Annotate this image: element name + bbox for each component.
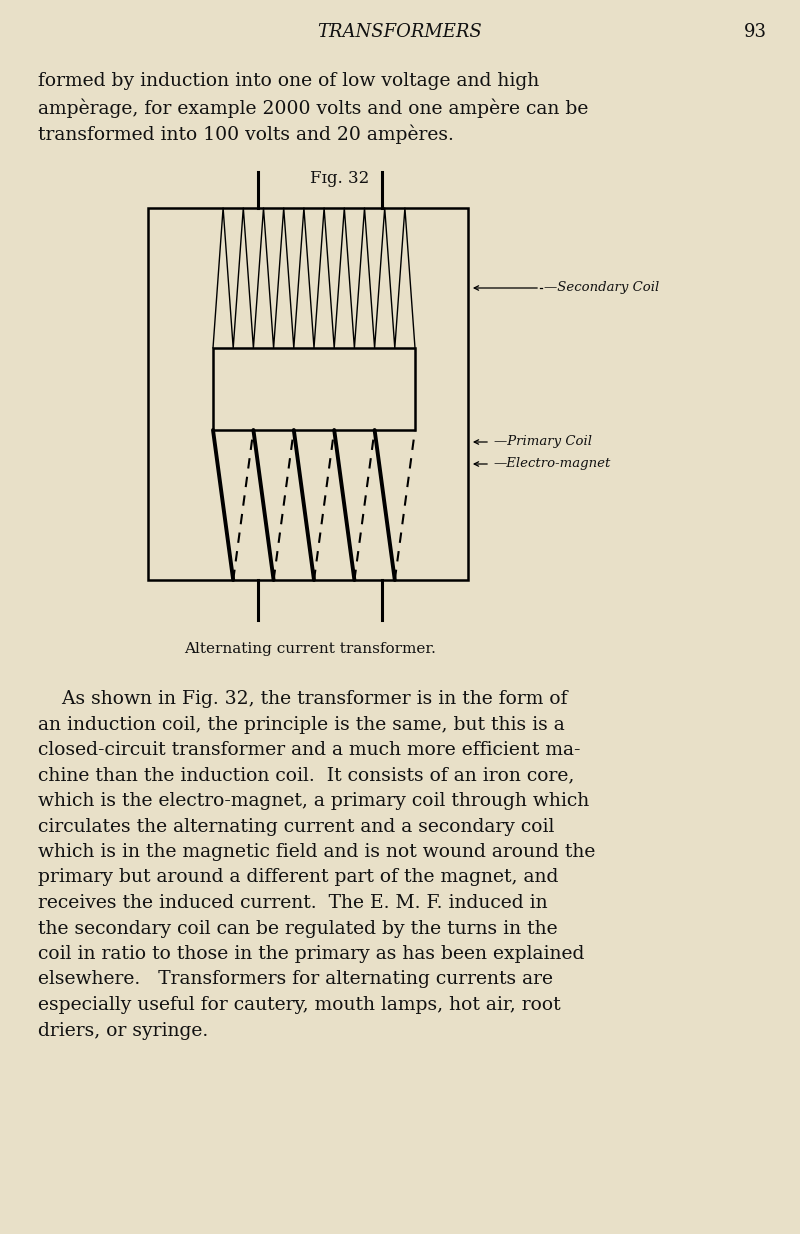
Text: formed by induction into one of low voltage and high: formed by induction into one of low volt… [38,72,539,90]
Bar [213,348,415,429]
Text: driers, or syringe.: driers, or syringe. [38,1022,208,1039]
Text: ampèrage, for example 2000 volts and one ampère can be: ampèrage, for example 2000 volts and one… [38,97,588,117]
Text: TRANSFORMERS: TRANSFORMERS [318,23,482,41]
Text: closed-circuit transformer and a much more efficient ma-: closed-circuit transformer and a much mo… [38,740,581,759]
Text: which is the electro-magnet, a primary coil through which: which is the electro-magnet, a primary c… [38,792,590,810]
Text: circulates the alternating current and a secondary coil: circulates the alternating current and a… [38,817,554,835]
Text: the secondary coil can be regulated by the turns in the: the secondary coil can be regulated by t… [38,919,558,938]
Text: —Primary Coil: —Primary Coil [494,436,592,448]
Text: —Electro-magnet: —Electro-magnet [494,458,611,470]
Text: receives the induced current.  The E. M. F. induced in: receives the induced current. The E. M. … [38,893,548,912]
Text: especially useful for cautery, mouth lamps, hot air, root: especially useful for cautery, mouth lam… [38,996,561,1014]
Text: Alternating current transformer.: Alternating current transformer. [184,642,436,656]
Text: which is in the magnetic field and is not wound around the: which is in the magnetic field and is no… [38,843,595,861]
Text: elsewhere.   Transformers for alternating currents are: elsewhere. Transformers for alternating … [38,970,553,988]
Text: coil in ratio to those in the primary as has been explained: coil in ratio to those in the primary as… [38,945,584,963]
Text: transformed into 100 volts and 20 ampères.: transformed into 100 volts and 20 ampère… [38,123,454,143]
Bar [148,209,468,580]
Text: As shown in Fig. 32, the transformer is in the form of: As shown in Fig. 32, the transformer is … [38,690,567,708]
Text: —Secondary Coil: —Secondary Coil [544,281,659,295]
Text: Fɪg. 32: Fɪg. 32 [310,170,370,188]
Text: primary but around a different part of the magnet, and: primary but around a different part of t… [38,869,558,886]
Text: 93: 93 [743,23,766,41]
Text: chine than the induction coil.  It consists of an iron core,: chine than the induction coil. It consis… [38,766,574,785]
Text: an induction coil, the principle is the same, but this is a: an induction coil, the principle is the … [38,716,565,733]
